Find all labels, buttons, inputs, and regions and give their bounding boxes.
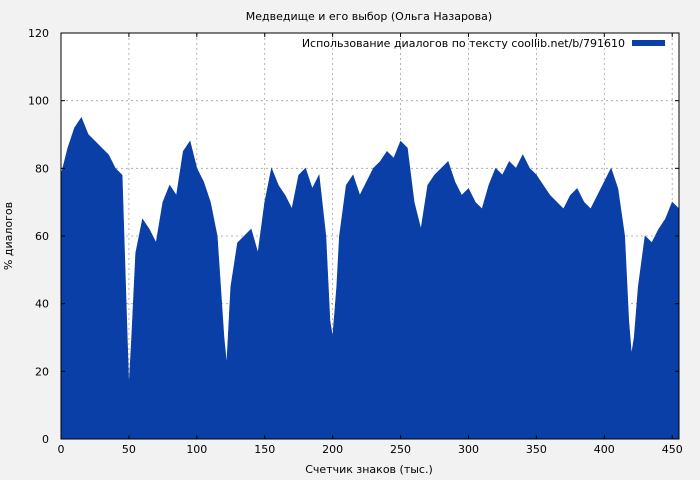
x-axis-label: Счетчик знаков (тыс.) — [305, 463, 433, 476]
x-tick-label: 450 — [662, 443, 683, 456]
x-tick-label: 0 — [58, 443, 65, 456]
legend: Использование диалогов по тексту coollib… — [302, 37, 665, 50]
x-tick-label: 300 — [458, 443, 479, 456]
y-tick-label: 60 — [35, 230, 49, 243]
series-layer — [60, 116, 680, 440]
y-axis-label: % диалогов — [2, 202, 15, 270]
x-tick-label: 250 — [390, 443, 411, 456]
x-tick-label: 50 — [122, 443, 136, 456]
x-tick-label: 400 — [594, 443, 615, 456]
x-tick-label: 150 — [254, 443, 275, 456]
x-tick-label: 200 — [322, 443, 343, 456]
tick-layer: 0 50 100 150 200 250 300 350 400 450 0 20 40 60 80 100 1… — [28, 27, 683, 456]
y-tick-label: 120 — [28, 27, 49, 40]
y-tick-label: 80 — [35, 162, 49, 175]
series-area — [60, 116, 680, 440]
x-tick-label: 350 — [526, 443, 547, 456]
y-tick-label: 40 — [35, 298, 49, 311]
x-tick-label: 100 — [186, 443, 207, 456]
legend-swatch — [632, 40, 665, 46]
y-tick-label: 0 — [42, 433, 49, 446]
y-tick-label: 20 — [35, 365, 49, 378]
legend-label: Использование диалогов по тексту coollib… — [302, 37, 625, 50]
chart-title: Медведище и его выбор (Ольга Назарова) — [246, 10, 492, 23]
y-tick-label: 100 — [28, 95, 49, 108]
